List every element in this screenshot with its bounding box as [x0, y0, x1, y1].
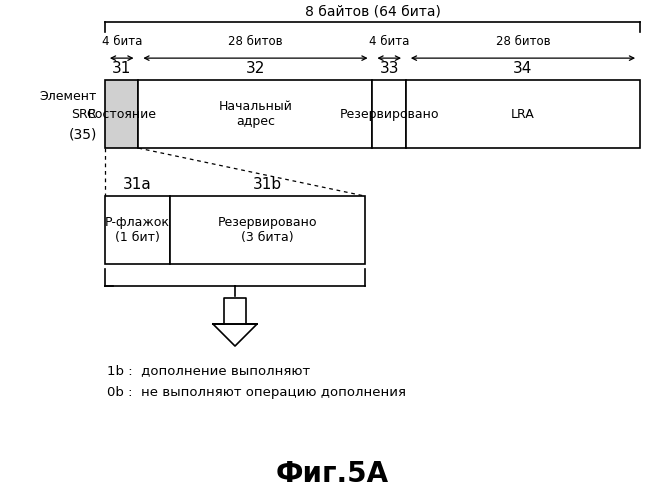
Text: Фиг.5А: Фиг.5А	[276, 460, 388, 488]
Text: 8 байтов (64 бита): 8 байтов (64 бита)	[305, 4, 440, 18]
Bar	[406, 80, 640, 148]
Text: 28 битов: 28 битов	[228, 35, 283, 48]
Polygon shape	[213, 298, 257, 324]
Text: 31b: 31b	[253, 177, 282, 192]
Text: 33: 33	[379, 61, 399, 76]
Text: Резервировано
(3 бита): Резервировано (3 бита)	[218, 216, 317, 244]
Text: (35): (35)	[68, 127, 97, 141]
Bar	[105, 196, 170, 264]
Text: 31a: 31a	[123, 177, 152, 192]
Text: Начальный
адрес: Начальный адрес	[218, 100, 292, 128]
Text: Элемент: Элемент	[40, 90, 97, 102]
Text: 28 битов: 28 битов	[495, 35, 550, 48]
Polygon shape	[213, 324, 257, 346]
Bar	[138, 80, 373, 148]
Bar	[170, 196, 365, 264]
Text: SRR: SRR	[72, 108, 97, 120]
Text: 31: 31	[112, 61, 131, 76]
Text: 32: 32	[246, 61, 265, 76]
Text: LRA: LRA	[511, 108, 535, 120]
Bar	[105, 80, 138, 148]
Text: 4 бита: 4 бита	[369, 35, 410, 48]
Text: 0b :  не выполняют операцию дополнения: 0b : не выполняют операцию дополнения	[107, 386, 406, 399]
Text: Р-флажок
(1 бит): Р-флажок (1 бит)	[105, 216, 170, 244]
Text: 34: 34	[513, 61, 533, 76]
Bar	[373, 80, 406, 148]
Text: Состояние: Состояние	[87, 108, 157, 120]
Text: 4 бита: 4 бита	[102, 35, 142, 48]
Text: 1b :  дополнение выполняют: 1b : дополнение выполняют	[107, 364, 310, 377]
Text: Резервировано: Резервировано	[339, 108, 439, 120]
